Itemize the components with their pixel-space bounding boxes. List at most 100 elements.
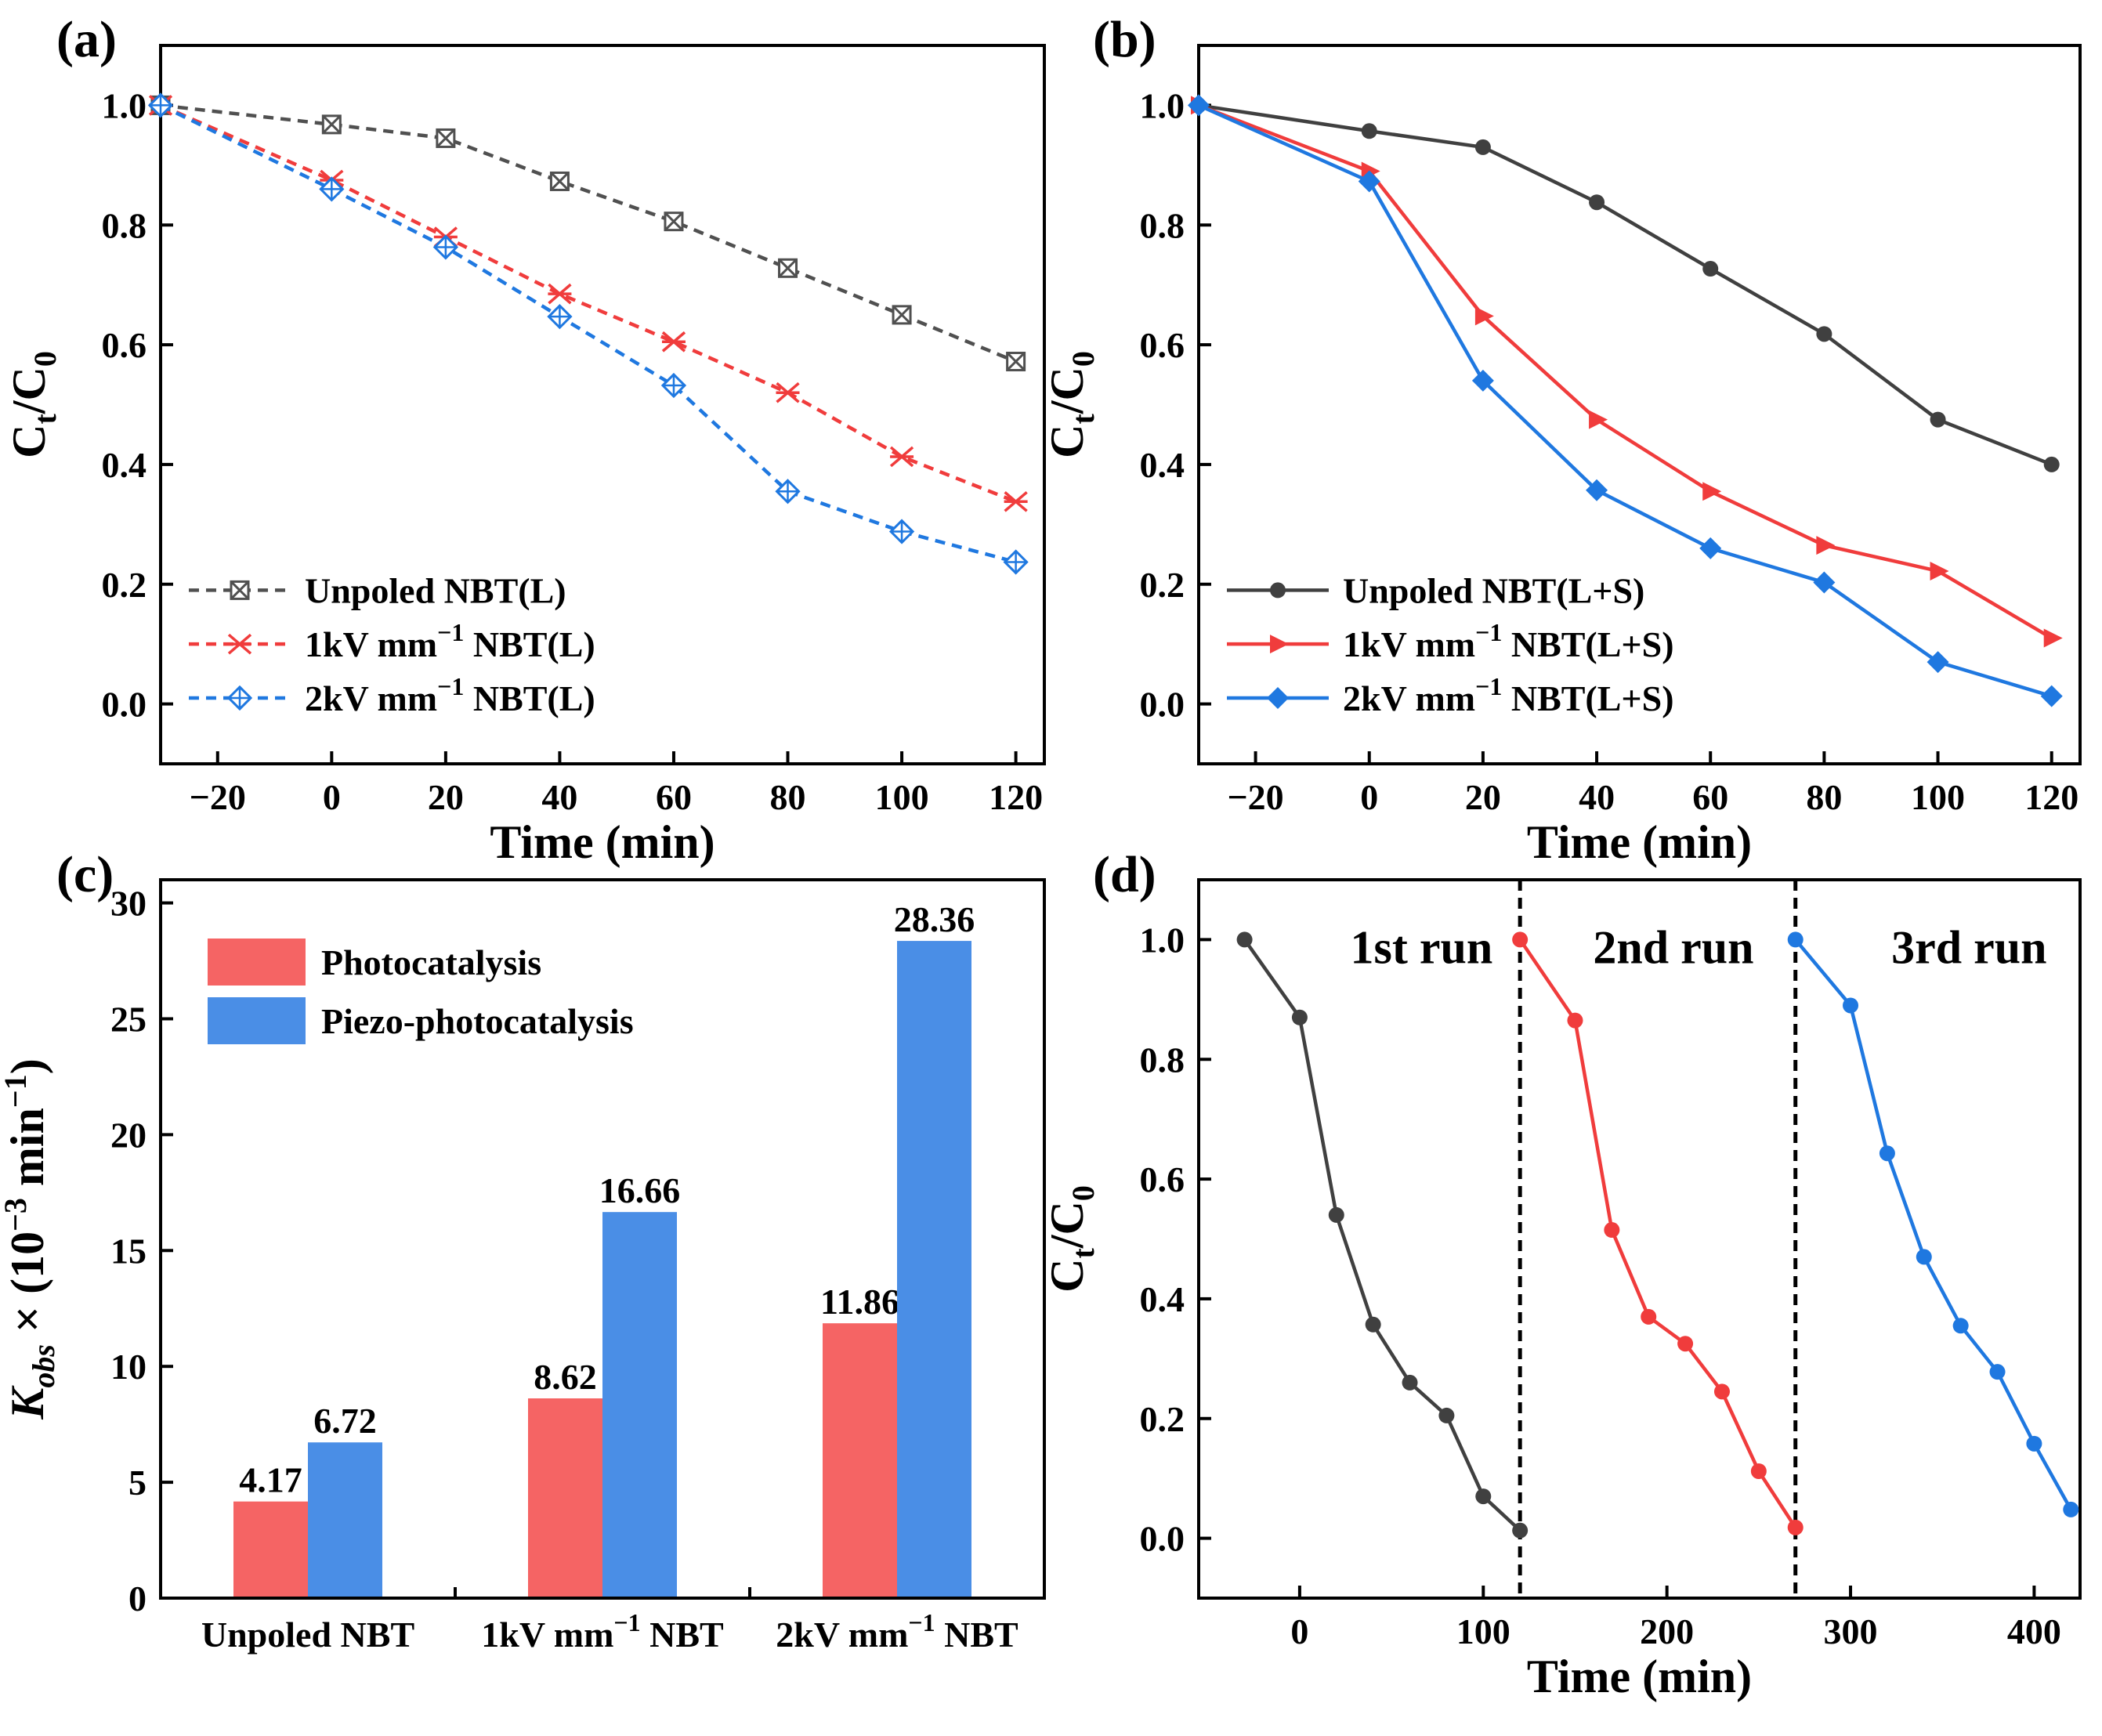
panel-label: (d) xyxy=(1093,846,1156,903)
ylabel-end: ) xyxy=(2,1058,53,1074)
y-tick-label: 0.2 xyxy=(1140,1399,1185,1439)
data-point-0 xyxy=(1291,1009,1308,1025)
data-point-1 xyxy=(1677,1336,1694,1352)
data-point-2-plus xyxy=(548,306,571,328)
x-tick-label: 20 xyxy=(1465,777,1501,817)
legend-text-post: NBT(L+S) xyxy=(1502,678,1673,718)
legend-marker-1 xyxy=(1270,635,1289,654)
legend-marker-1 xyxy=(227,633,252,655)
series-line-1 xyxy=(160,103,1017,504)
data-point-2 xyxy=(1358,170,1380,193)
y-axis-label: Ct/C0 xyxy=(1041,351,1101,458)
data-point-1 xyxy=(548,283,572,305)
x-tick-label: 120 xyxy=(2024,777,2078,817)
data-point-2-plus xyxy=(891,520,914,543)
x-tick-label: 80 xyxy=(1806,777,1842,817)
category-label: Unpoled NBT xyxy=(201,1615,414,1655)
data-point-1 xyxy=(889,446,914,468)
ylabel-sub-t: t xyxy=(1065,1247,1101,1258)
ylabel-main: C xyxy=(1041,424,1093,458)
x-tick-label: 200 xyxy=(1640,1611,1694,1651)
y-tick-label: 0.0 xyxy=(1140,685,1185,725)
bar-1-0 xyxy=(308,1442,382,1598)
panel-label: (a) xyxy=(56,11,117,68)
legend-text: 2kV mm xyxy=(305,678,437,718)
y-tick-label: 5 xyxy=(128,1463,147,1503)
y-tick-label: 0.6 xyxy=(1140,1159,1185,1199)
data-point-2 xyxy=(2026,1435,2042,1452)
data-point-1 xyxy=(1604,1222,1620,1239)
data-point-1 xyxy=(1750,1463,1767,1479)
bar-0-0 xyxy=(233,1501,308,1598)
data-point-2-plus xyxy=(1004,551,1027,573)
bar-0-2 xyxy=(823,1323,897,1598)
legend-text-post: NBT(L+S) xyxy=(1502,624,1673,664)
data-point-2-plus xyxy=(320,178,343,201)
y-tick-label: 0.4 xyxy=(1140,1279,1185,1319)
y-tick-label: 0.2 xyxy=(1140,565,1185,605)
y-tick-label: 0.8 xyxy=(1140,1040,1185,1080)
y-tick-label: 25 xyxy=(110,999,147,1039)
series-line-2 xyxy=(160,103,1017,564)
panel-a: −20 0 20 40 60 80 100 120 0.0 0.2 0.4 0.6 0.8 1.0 Unpo… xyxy=(3,11,1046,868)
data-point-0 xyxy=(1474,139,1491,155)
y-tick-label: 0 xyxy=(128,1579,147,1618)
legend-text-post: NBT(L) xyxy=(464,624,595,664)
x-tick-label: 40 xyxy=(541,777,577,817)
category-sup: −1 xyxy=(613,1608,640,1637)
panel-b: −20 0 20 40 60 80 100 120 0.0 0.2 0.4 0.6 0.8 1.0 Unpo… xyxy=(1041,11,2082,868)
data-point-0 xyxy=(1816,326,1832,342)
y-tick-label: 15 xyxy=(110,1231,147,1271)
legend-label-0: Photocatalysis xyxy=(321,942,541,982)
bar-value-label: 11.86 xyxy=(820,1282,899,1322)
panel-d: 0 100 200 300 400 0.0 0.2 0.4 0.6 0.8 1.0 1st run 2n… xyxy=(1041,846,2082,1702)
data-point-0-x xyxy=(778,259,798,278)
bar-1-1 xyxy=(602,1212,677,1598)
bar-value-label: 6.72 xyxy=(313,1401,377,1441)
ylabel-main: C xyxy=(1041,1258,1093,1292)
legend-swatch-1 xyxy=(208,997,306,1044)
series-line-2 xyxy=(1198,103,2053,698)
data-point-2-plus xyxy=(150,94,172,117)
bar-value-label: 28.36 xyxy=(894,899,975,939)
y-tick-label: 10 xyxy=(110,1347,147,1387)
series-line-1 xyxy=(1198,103,2053,640)
x-axis-label: Time (min) xyxy=(490,816,715,868)
data-point-2 xyxy=(1843,997,1859,1014)
data-point-0 xyxy=(1365,1316,1381,1333)
y-tick-label: 0.4 xyxy=(1140,445,1185,485)
run-annotation: 3rd run xyxy=(1891,921,2046,973)
x-tick-label: 60 xyxy=(1692,777,1728,817)
y-axis-label: Kobs × (10−3 min−1) xyxy=(0,1058,61,1420)
legend-swatch-0 xyxy=(208,939,306,986)
data-point-2 xyxy=(1813,571,1836,594)
data-point-1 xyxy=(1787,1519,1804,1535)
data-point-2 xyxy=(2063,1501,2079,1517)
legend-marker-2-plus xyxy=(229,686,251,709)
x-tick-label: 300 xyxy=(1824,1611,1878,1651)
x-tick-label: 100 xyxy=(1456,1611,1510,1651)
legend-label-1: Piezo-photocatalysis xyxy=(321,1001,634,1041)
legend-text: 1kV mm xyxy=(305,624,437,664)
y-tick-label: 0.6 xyxy=(1140,325,1185,365)
data-point-0-x xyxy=(436,128,455,148)
y-tick-label: 0.8 xyxy=(1140,205,1185,245)
series-line-0 xyxy=(160,103,1017,363)
data-point-2 xyxy=(1188,94,1210,117)
bar-value-label: 4.17 xyxy=(239,1460,302,1500)
data-point-0 xyxy=(1589,194,1605,211)
x-tick-label: 0 xyxy=(323,777,341,817)
ylabel-sub-t: t xyxy=(1065,413,1101,424)
data-point-2 xyxy=(1699,537,1722,559)
ylabel-sup1: −3 xyxy=(0,1198,33,1231)
series-line-0 xyxy=(1198,103,2053,467)
ylabel-sub: obs xyxy=(26,1344,61,1388)
data-point-0 xyxy=(1475,1488,1492,1505)
panel-label: (c) xyxy=(56,846,114,903)
data-point-0-x xyxy=(664,212,684,231)
legend-label-2: 2kV mm−1 NBT(L) xyxy=(305,672,595,718)
x-tick-label: −20 xyxy=(190,777,246,817)
data-point-2 xyxy=(1952,1318,1969,1334)
legend-sup: −1 xyxy=(437,672,464,700)
data-point-1 xyxy=(1004,490,1028,512)
